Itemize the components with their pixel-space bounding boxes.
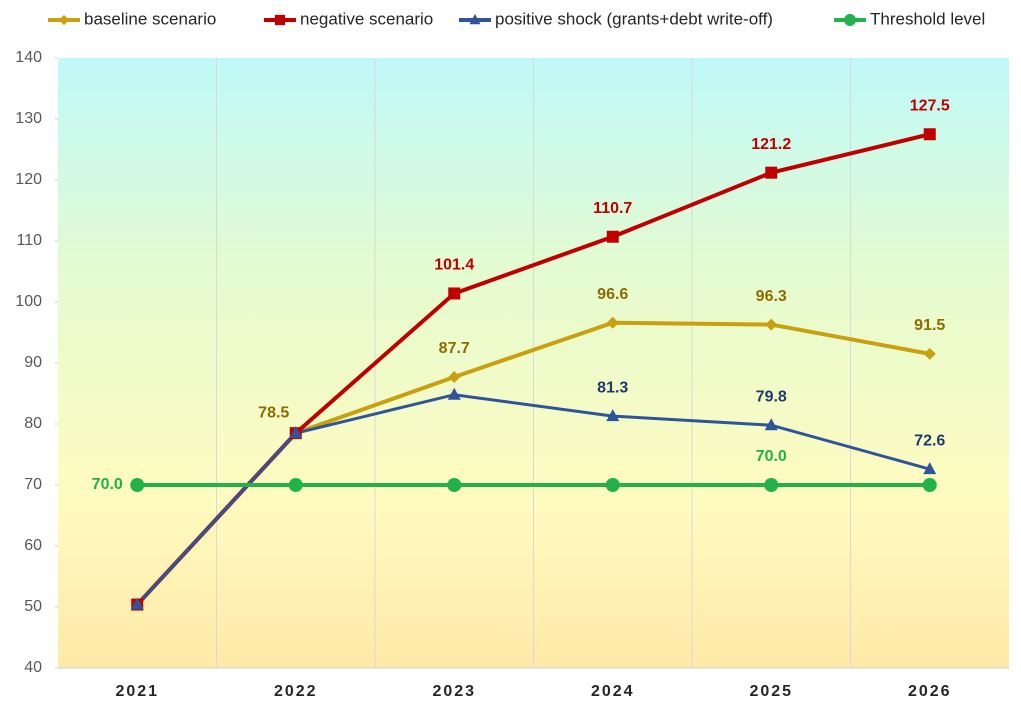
marker [448,287,461,300]
series-line [136,393,931,606]
marker [922,478,937,492]
data-label: 96.6 [597,286,628,303]
marker [288,478,303,492]
marker [764,478,779,492]
marker [274,14,286,26]
data-label: 101.4 [434,257,474,274]
lines [130,128,937,611]
marker [448,371,461,384]
y-tick-label: 70 [24,476,42,493]
data-label: 96.3 [756,288,787,305]
marker [765,318,778,331]
y-tick-label: 110 [16,232,42,249]
x-tick-label: 2024 [591,683,635,700]
marker [764,418,778,431]
legend-label: baseline scenario [84,9,216,28]
marker [447,387,461,400]
marker [447,478,462,492]
x-tick-label: 2021 [115,683,159,700]
y-tick-label: 80 [24,415,42,432]
marker [130,597,144,610]
legend-label: positive shock (grants+debt write-off) [495,9,773,28]
x-tick-label: 2026 [908,683,952,700]
marker [923,347,936,360]
marker [289,426,303,439]
x-tick-label: 2025 [749,683,793,700]
marker [58,14,70,26]
data-label: 121.2 [751,136,791,153]
x-tick-label: 2022 [274,683,318,700]
y-tick-label: 100 [15,293,42,310]
marker [606,230,619,243]
legend: baseline scenario negative scenario positi… [48,9,985,28]
y-tick-label: 130 [15,110,42,127]
marker [606,316,619,329]
marker [130,478,145,492]
legend-label: negative scenario [300,9,433,28]
legend-label: Threshold level [870,9,985,28]
marker [765,166,778,179]
data-label: 127.5 [910,97,950,114]
data-label: 70.0 [92,476,123,493]
marker [606,409,620,422]
data-label: 70.0 [756,448,787,465]
marker [923,462,937,475]
data-label: 79.8 [756,388,787,405]
data-label: 91.5 [914,317,945,334]
data-label: 72.6 [914,432,945,449]
labels: 78.5 87.7 96.6 96.3 91.5 101.4 110.7 121.2 127.5… [92,97,950,493]
y-tick-label: 140 [15,49,42,66]
data-label: 81.3 [597,379,628,396]
marker [469,14,481,25]
data-label: 110.7 [593,200,632,217]
y-tick-label: 50 [24,598,42,615]
marker [605,478,620,492]
marker [923,128,936,141]
x-tick-label: 2023 [432,683,476,700]
y-tick-label: 60 [24,537,42,554]
marker [844,14,856,26]
data-label: 87.7 [439,340,470,357]
y-tick-label: 40 [24,659,42,676]
y-tick-label: 90 [24,354,42,371]
data-label: 78.5 [258,404,289,421]
grid: 40 50 60 70 80 90 100 110 120 130 140 2021 2022 2023 2… [15,49,1009,700]
y-tick-label: 120 [15,171,42,188]
